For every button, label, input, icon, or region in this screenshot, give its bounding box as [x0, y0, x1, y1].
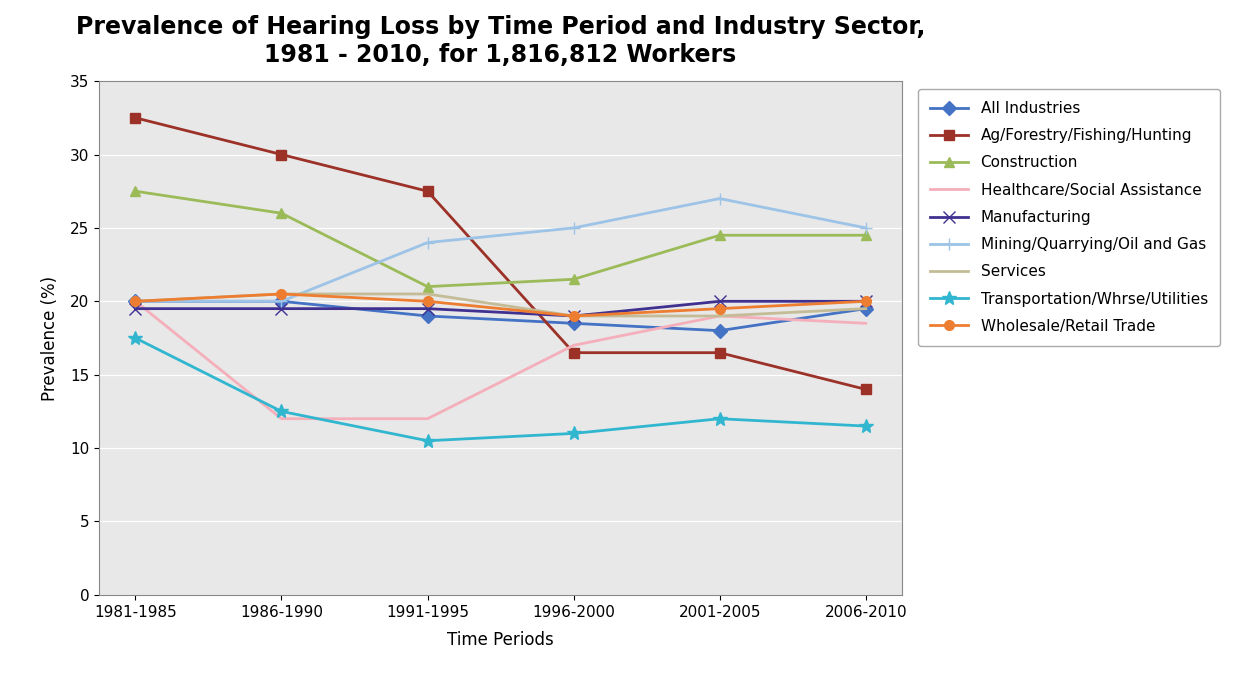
- Mining/Quarrying/Oil and Gas: [566, 224, 581, 232]
- Transportation/Whrse/Utilities: [274, 408, 289, 416]
- Manufacturing: [858, 297, 873, 306]
- Mining/Quarrying/Oil and Gas: [274, 297, 289, 306]
- Services: [858, 305, 873, 313]
- Ag/Forestry/Fishing/Hunting: [420, 187, 435, 195]
- Services: [420, 290, 435, 298]
- Transportation/Whrse/Utilities: [129, 334, 143, 342]
- Manufacturing: [274, 305, 289, 313]
- Services: [274, 290, 289, 298]
- Y-axis label: Prevalence (%): Prevalence (%): [41, 275, 58, 401]
- All Industries: [129, 297, 143, 306]
- Ag/Forestry/Fishing/Hunting: [712, 349, 727, 357]
- Mining/Quarrying/Oil and Gas: [129, 297, 143, 306]
- Ag/Forestry/Fishing/Hunting: [566, 349, 581, 357]
- Line: Healthcare/Social Assistance: Healthcare/Social Assistance: [136, 301, 865, 418]
- Healthcare/Social Assistance: [274, 414, 289, 422]
- Wholesale/Retail Trade: [712, 305, 727, 313]
- Wholesale/Retail Trade: [129, 297, 143, 306]
- Title: Prevalence of Hearing Loss by Time Period and Industry Sector,
1981 - 2010, for : Prevalence of Hearing Loss by Time Perio…: [75, 15, 926, 67]
- Manufacturing: [420, 305, 435, 313]
- Transportation/Whrse/Utilities: [712, 414, 727, 422]
- Line: Services: Services: [136, 294, 865, 316]
- Line: Manufacturing: Manufacturing: [130, 295, 871, 322]
- Construction: [420, 283, 435, 291]
- All Industries: [420, 312, 435, 320]
- Ag/Forestry/Fishing/Hunting: [858, 385, 873, 393]
- Ag/Forestry/Fishing/Hunting: [274, 151, 289, 159]
- Construction: [712, 231, 727, 239]
- Line: Ag/Forestry/Fishing/Hunting: Ag/Forestry/Fishing/Hunting: [131, 113, 870, 394]
- X-axis label: Time Periods: Time Periods: [447, 631, 554, 649]
- All Industries: [566, 319, 581, 327]
- Transportation/Whrse/Utilities: [858, 422, 873, 430]
- All Industries: [274, 297, 289, 306]
- Healthcare/Social Assistance: [712, 312, 727, 320]
- Healthcare/Social Assistance: [858, 319, 873, 327]
- Construction: [129, 187, 143, 195]
- Wholesale/Retail Trade: [420, 297, 435, 306]
- Construction: [566, 275, 581, 283]
- Manufacturing: [129, 305, 143, 313]
- Line: Mining/Quarrying/Oil and Gas: Mining/Quarrying/Oil and Gas: [130, 193, 871, 307]
- Line: All Industries: All Industries: [131, 297, 870, 335]
- Legend: All Industries, Ag/Forestry/Fishing/Hunting, Construction, Healthcare/Social Ass: All Industries, Ag/Forestry/Fishing/Hunt…: [918, 89, 1220, 346]
- Line: Wholesale/Retail Trade: Wholesale/Retail Trade: [131, 289, 870, 321]
- Line: Construction: Construction: [131, 187, 870, 291]
- Mining/Quarrying/Oil and Gas: [858, 224, 873, 232]
- Transportation/Whrse/Utilities: [566, 429, 581, 437]
- Mining/Quarrying/Oil and Gas: [420, 239, 435, 247]
- Wholesale/Retail Trade: [274, 290, 289, 298]
- Construction: [274, 209, 289, 217]
- Line: Transportation/Whrse/Utilities: Transportation/Whrse/Utilities: [129, 331, 873, 448]
- Ag/Forestry/Fishing/Hunting: [129, 114, 143, 122]
- Transportation/Whrse/Utilities: [420, 437, 435, 445]
- Construction: [858, 231, 873, 239]
- Services: [566, 312, 581, 320]
- Manufacturing: [712, 297, 727, 306]
- Healthcare/Social Assistance: [420, 414, 435, 422]
- Manufacturing: [566, 312, 581, 320]
- All Industries: [858, 305, 873, 313]
- Wholesale/Retail Trade: [566, 312, 581, 320]
- Services: [129, 297, 143, 306]
- All Industries: [712, 327, 727, 335]
- Wholesale/Retail Trade: [858, 297, 873, 306]
- Healthcare/Social Assistance: [566, 341, 581, 349]
- Mining/Quarrying/Oil and Gas: [712, 195, 727, 203]
- Services: [712, 312, 727, 320]
- Healthcare/Social Assistance: [129, 297, 143, 306]
